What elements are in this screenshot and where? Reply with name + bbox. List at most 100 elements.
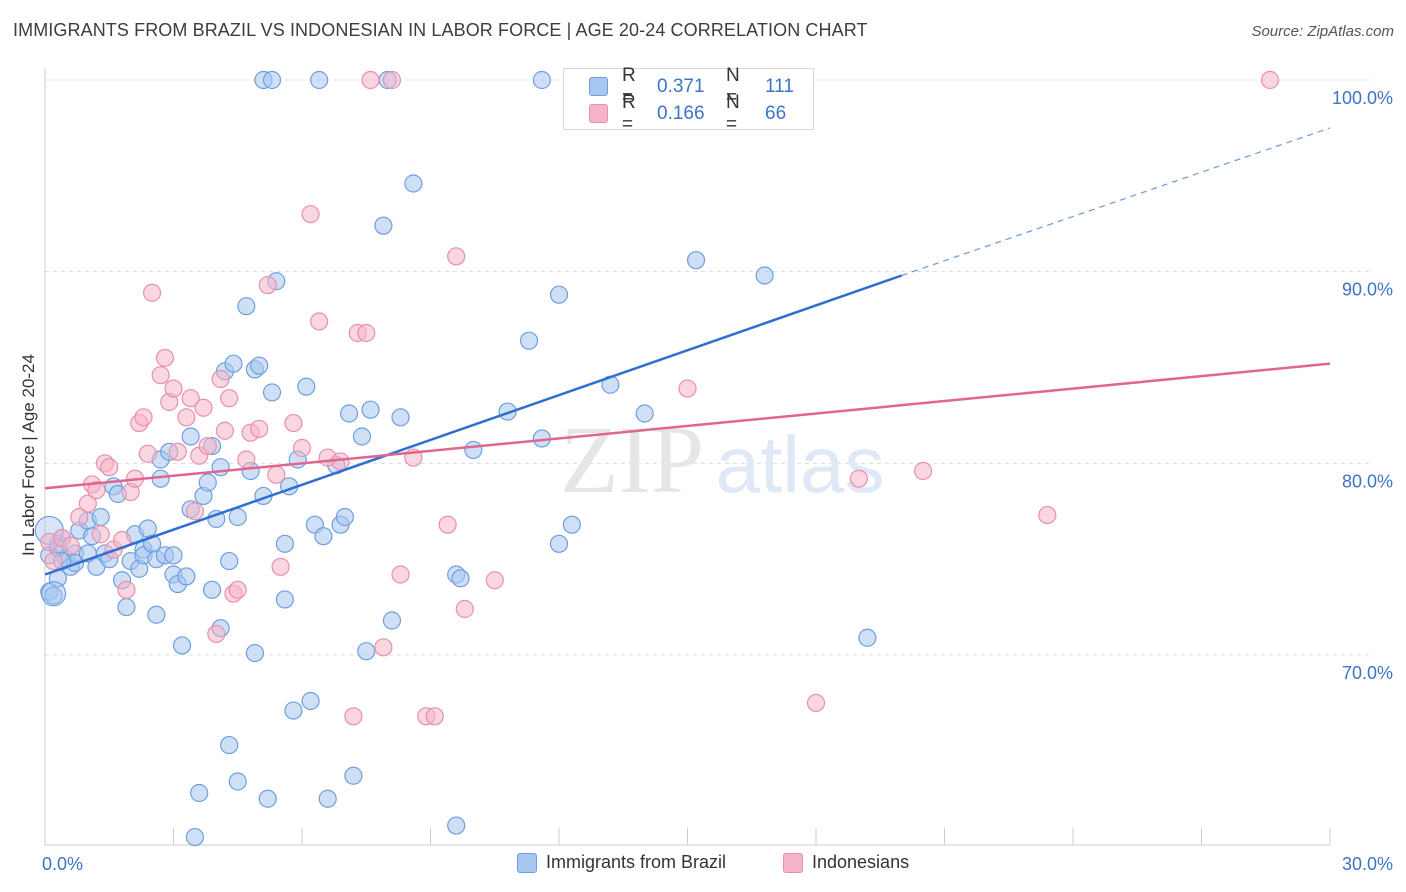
legend-label: Indonesians [812, 852, 910, 872]
r-label: R = [622, 92, 636, 135]
data-point-brazil [340, 404, 359, 423]
data-point-indonesians [258, 275, 277, 295]
watermark: ZIP atlas [560, 406, 884, 513]
watermark-zip: ZIP [560, 406, 704, 513]
trend-line-indonesians [44, 362, 1331, 490]
data-point-brazil [284, 701, 303, 720]
data-point-brazil [228, 507, 247, 527]
data-point-brazil [635, 404, 654, 423]
data-point-brazil [190, 783, 209, 803]
data-point-indonesians [117, 580, 136, 599]
data-point-indonesians [1260, 70, 1280, 90]
y-axis-label: In Labor Force | Age 20-24 [19, 354, 38, 556]
data-point-brazil [318, 789, 337, 808]
data-point-brazil [172, 636, 192, 655]
data-point-brazil [858, 628, 877, 647]
data-point-brazil [228, 772, 247, 791]
trend-lines [44, 127, 1331, 576]
data-point-brazil [220, 735, 239, 755]
data-point-indonesians [44, 551, 63, 571]
data-point-brazil [382, 611, 402, 630]
data-point-indonesians [228, 580, 247, 599]
data-point-indonesians [455, 599, 474, 619]
data-point-indonesians [138, 444, 157, 463]
data-point-brazil [352, 427, 372, 446]
data-point-brazil [549, 534, 569, 553]
n-value: 111 [765, 76, 794, 97]
data-point-brazil [335, 507, 354, 527]
legend-label: Immigrants from Brazil [546, 852, 727, 872]
data-point-brazil [181, 427, 200, 446]
r-value: 0.371 [657, 76, 705, 97]
data-point-brazil [147, 605, 166, 624]
x-tick-label: 0.0% [42, 854, 83, 874]
data-point-brazil [314, 527, 333, 546]
data-point-brazil [357, 642, 376, 661]
data-point-indonesians [91, 525, 110, 544]
series-indonesians-points [40, 70, 1280, 726]
data-point-brazil [40, 581, 67, 607]
data-point-indonesians [301, 205, 320, 224]
data-point-brazil [224, 354, 243, 373]
data-point-indonesians [361, 70, 380, 90]
data-point-brazil [404, 174, 423, 193]
data-point-indonesians [382, 70, 402, 90]
data-point-brazil [519, 331, 539, 350]
data-point-indonesians [913, 461, 933, 481]
data-point-indonesians [425, 707, 444, 726]
data-point-brazil [164, 546, 183, 565]
data-point-brazil [44, 586, 63, 605]
data-point-brazil [258, 789, 277, 808]
data-point-brazil [310, 70, 329, 90]
n-value: 66 [765, 103, 787, 124]
x-tick-label: 30.0% [1342, 854, 1393, 874]
data-point-indonesians [168, 442, 187, 461]
legend-item-brazil[interactable]: Immigrants from Brazil [517, 852, 726, 873]
axes [44, 68, 1331, 846]
data-point-indonesians [678, 379, 697, 398]
data-point-indonesians [806, 693, 826, 713]
data-point-brazil [344, 766, 363, 785]
indonesians-swatch [589, 104, 608, 123]
chart-title: IMMIGRANTS FROM BRAZIL VS INDONESIAN IN … [13, 20, 868, 40]
data-point-indonesians [374, 638, 393, 657]
data-point-indonesians [198, 436, 217, 456]
legend-swatch-indonesians [783, 852, 803, 873]
data-point-brazil [211, 458, 230, 477]
data-point-indonesians [292, 438, 312, 458]
legend-item-indonesians[interactable]: Indonesians [783, 852, 909, 873]
data-point-indonesians [70, 507, 89, 527]
data-point-brazil [245, 643, 264, 663]
data-point-indonesians [78, 494, 97, 513]
y-tick-label: 100.0% [1332, 88, 1393, 108]
data-point-indonesians [61, 536, 80, 555]
tick-labels: 70.0% 80.0% 90.0% 100.0% 0.0% 30.0% [42, 88, 1393, 874]
data-point-brazil [237, 297, 256, 316]
data-point-indonesians [142, 283, 162, 302]
data-point-brazil [464, 440, 483, 460]
data-point-indonesians [177, 408, 196, 427]
data-point-brazil [361, 400, 380, 419]
data-point-indonesians [164, 379, 183, 398]
data-point-brazil [391, 408, 410, 427]
data-point-brazil [117, 597, 136, 617]
data-point-brazil [297, 377, 316, 396]
data-point-brazil [198, 473, 217, 492]
data-point-indonesians [134, 408, 153, 427]
data-point-indonesians [267, 465, 286, 484]
data-point-brazil [549, 285, 569, 304]
data-point-indonesians [87, 481, 106, 500]
data-point-brazil [447, 816, 466, 835]
data-point-indonesians [849, 469, 868, 488]
data-point-indonesians [485, 571, 504, 590]
data-point-indonesians [344, 707, 363, 726]
data-point-brazil [262, 70, 282, 90]
data-point-indonesians [220, 389, 239, 408]
data-point-brazil [138, 519, 157, 538]
data-point-indonesians [181, 389, 200, 408]
data-point-indonesians [357, 323, 376, 343]
stats-box: R = 0.371 N = 111 R = 0.166 N = 66 [563, 65, 814, 135]
data-point-indonesians [237, 450, 256, 469]
y-tick-label: 80.0% [1342, 471, 1393, 491]
